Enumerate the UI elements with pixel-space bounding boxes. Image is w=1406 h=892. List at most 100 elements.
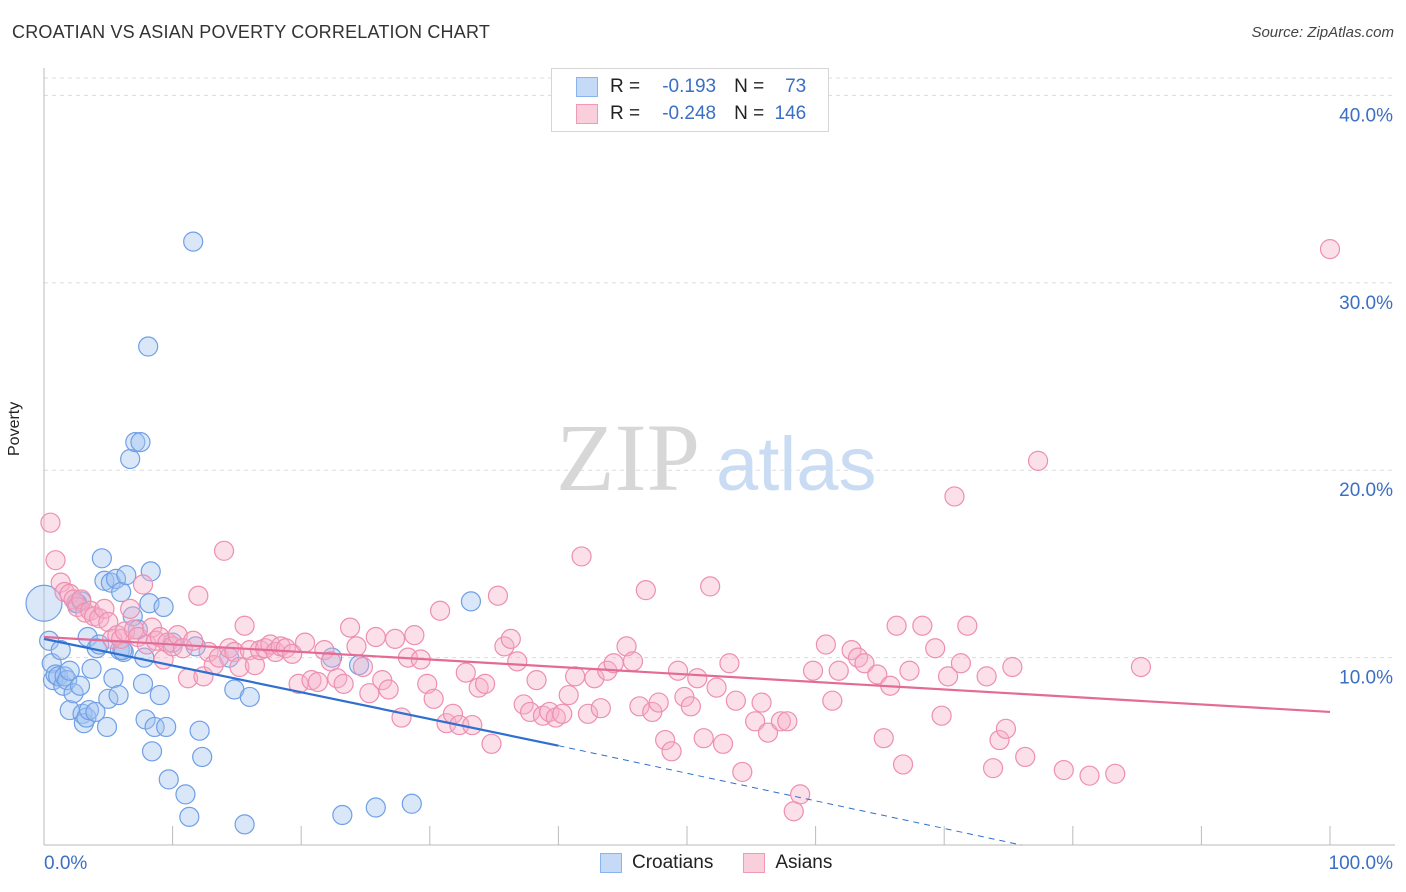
stats-row-croatians: R = -0.193 N = 73 (576, 75, 806, 99)
legend-swatch-croatians (600, 853, 622, 873)
data-point (333, 673, 354, 694)
data-point (1053, 759, 1074, 781)
data-point (132, 673, 154, 694)
data-point (423, 688, 444, 709)
data-point (925, 638, 946, 659)
data-point (635, 580, 656, 601)
data-point (462, 714, 483, 736)
data-point (867, 664, 888, 685)
legend-item-asians[interactable]: Asians (743, 852, 832, 874)
data-point (719, 653, 740, 674)
data-point (937, 666, 959, 687)
stats-r-label: R = (610, 76, 641, 97)
data-point (950, 653, 972, 674)
data-point (725, 690, 746, 711)
data-point (931, 705, 952, 726)
data-point (132, 574, 154, 595)
stats-r-value: -0.193 (662, 76, 717, 97)
data-point (69, 675, 91, 696)
data-point (526, 669, 547, 691)
data-point (481, 733, 502, 754)
data-point (745, 711, 766, 732)
data-point (507, 651, 528, 672)
legend-item-croatians[interactable]: Croatians (600, 852, 713, 874)
data-point (732, 761, 753, 783)
data-point (976, 666, 997, 687)
data-point (116, 565, 137, 586)
data-point (460, 591, 482, 612)
data-point (558, 684, 579, 706)
data-point (854, 653, 875, 674)
data-point (655, 729, 676, 751)
data-point (687, 668, 708, 689)
data-point (577, 703, 599, 724)
data-point (234, 814, 255, 835)
data-point (111, 581, 132, 603)
data-point (545, 707, 566, 728)
data-point (886, 615, 907, 636)
stats-n-label: N = (734, 76, 765, 97)
data-point (455, 662, 476, 683)
stats-row-asians: R = -0.248 N = 146 (576, 102, 806, 126)
data-point (192, 746, 213, 768)
y-tick-label: 20.0% (1339, 480, 1393, 501)
data-point (275, 638, 296, 659)
data-point (892, 754, 914, 775)
data-point (802, 660, 824, 681)
data-point (352, 656, 374, 678)
data-point (1002, 656, 1023, 678)
data-point (847, 647, 869, 668)
data-point (91, 548, 112, 569)
stats-r-label: R = (610, 103, 641, 124)
data-point (40, 512, 61, 533)
data-point (404, 625, 425, 646)
trend-line-asians (43, 635, 1331, 714)
data-point (120, 448, 141, 470)
stats-box: R = -0.193 N = 73 R = -0.248 N = 146 (551, 68, 829, 132)
data-point (944, 486, 965, 507)
data-point (346, 636, 367, 657)
data-point (130, 432, 151, 453)
data-point (995, 718, 1017, 739)
data-point (45, 550, 66, 571)
data-point (359, 683, 380, 704)
data-point (94, 598, 115, 619)
data-point (401, 793, 422, 814)
data-point (108, 684, 129, 706)
watermark-atlas: atlas (716, 422, 877, 507)
stats-n-label: N = (734, 103, 765, 124)
grid-lines (44, 77, 1395, 659)
y-tick-label: 30.0% (1339, 293, 1393, 314)
data-point (648, 692, 669, 713)
data-point (783, 801, 804, 822)
data-point (213, 540, 235, 561)
data-point (474, 673, 496, 694)
data-point (327, 668, 348, 689)
data-point (384, 628, 406, 649)
y-tick-label: 10.0% (1339, 668, 1393, 689)
data-point (982, 758, 1004, 779)
data-point (417, 673, 438, 694)
data-point (873, 728, 894, 749)
data-point (912, 615, 933, 636)
legend-label-asians: Asians (775, 852, 833, 873)
trend-line-croatians (43, 637, 559, 747)
chart-title: CROATIAN VS ASIAN POVERTY CORRELATION CH… (12, 22, 491, 42)
data-point (189, 720, 210, 741)
data-point (175, 784, 196, 805)
stats-swatch-croatians (576, 77, 598, 97)
data-point (429, 600, 451, 621)
trend-extension-croatians (558, 745, 1022, 846)
data-point (680, 696, 701, 717)
data-point (468, 677, 489, 698)
data-point (59, 583, 80, 604)
data-point (98, 688, 119, 709)
data-point (365, 797, 386, 818)
series-croatians (25, 231, 482, 835)
data-point (162, 636, 183, 657)
data-point (365, 626, 386, 648)
stats-swatch-asians (576, 104, 598, 124)
data-point (96, 716, 118, 738)
data-point (239, 686, 260, 708)
data-point (1130, 656, 1152, 678)
